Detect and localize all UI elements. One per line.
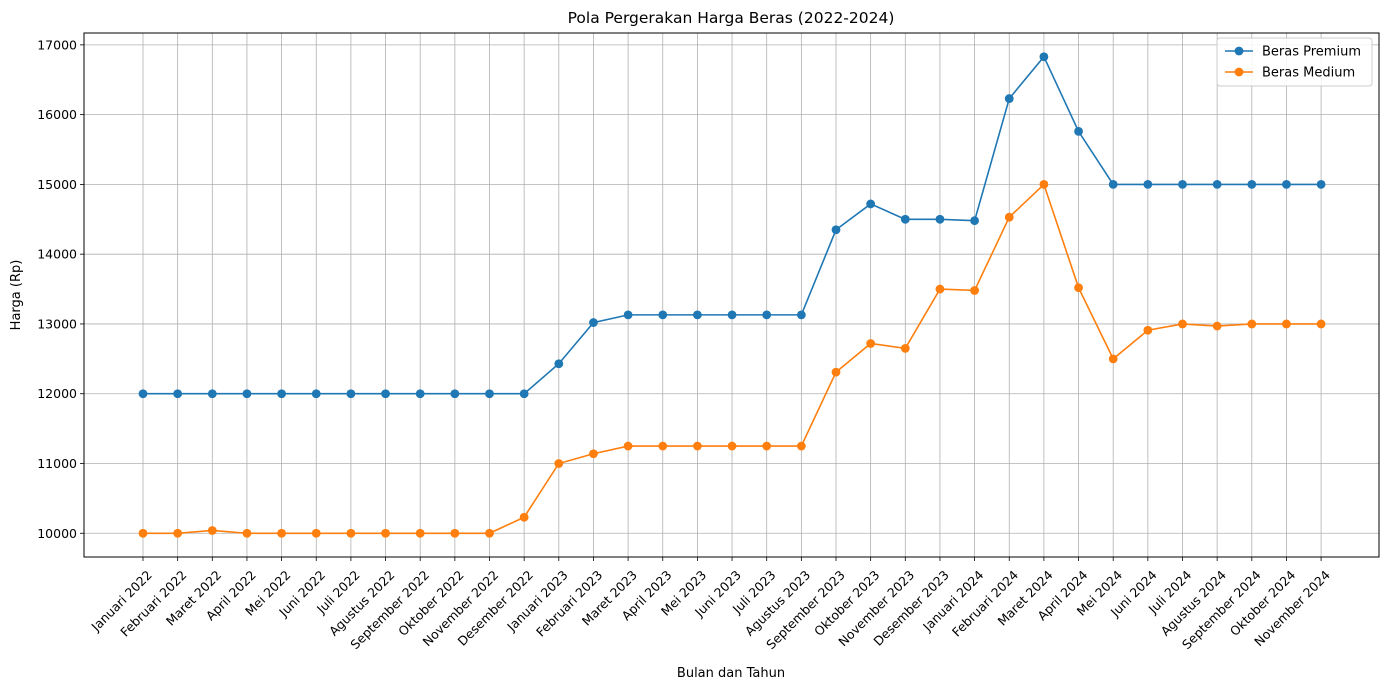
legend-marker-beras-premium bbox=[1234, 46, 1244, 56]
data-point-beras-medium bbox=[450, 528, 460, 538]
data-point-beras-premium bbox=[900, 214, 910, 224]
data-point-beras-medium bbox=[277, 528, 286, 538]
y-axis-label: Harga (Rp) bbox=[9, 260, 24, 331]
data-point-beras-premium bbox=[589, 318, 598, 327]
data-point-beras-medium bbox=[207, 526, 217, 535]
data-point-beras-premium bbox=[450, 389, 460, 399]
legend-marker-beras-medium bbox=[1234, 67, 1244, 77]
data-point-beras-premium bbox=[242, 389, 252, 399]
x-axis-label: Bulan dan Tahun bbox=[677, 666, 785, 681]
data-point-beras-premium bbox=[1039, 52, 1049, 62]
legend-box bbox=[1216, 37, 1373, 87]
y-tick-label: 14000 bbox=[37, 247, 77, 262]
data-point-beras-premium bbox=[658, 310, 668, 320]
data-point-beras-medium bbox=[693, 441, 702, 451]
data-point-beras-medium bbox=[900, 343, 910, 353]
data-point-beras-medium bbox=[727, 441, 737, 451]
data-point-beras-medium bbox=[138, 528, 148, 538]
data-point-beras-medium bbox=[796, 441, 806, 451]
data-point-beras-premium bbox=[1074, 126, 1083, 136]
data-point-beras-premium bbox=[831, 225, 841, 235]
data-point-beras-medium bbox=[311, 528, 321, 538]
data-point-beras-premium bbox=[1004, 94, 1014, 103]
y-tick-label: 11000 bbox=[37, 456, 77, 471]
data-point-beras-medium bbox=[242, 528, 252, 538]
data-point-beras-premium bbox=[381, 389, 390, 399]
data-point-beras-premium bbox=[311, 389, 321, 399]
y-tick-label: 16000 bbox=[37, 107, 77, 122]
data-point-beras-premium bbox=[1282, 180, 1291, 189]
data-point-beras-medium bbox=[623, 441, 633, 451]
data-point-beras-medium bbox=[1039, 180, 1049, 189]
y-tick-label: 15000 bbox=[37, 177, 77, 192]
plot-area-frame bbox=[83, 32, 1380, 558]
data-point-beras-medium bbox=[554, 459, 564, 468]
y-tick-label: 10000 bbox=[37, 526, 77, 541]
y-tick-label: 13000 bbox=[37, 316, 77, 331]
data-point-beras-premium bbox=[415, 389, 425, 399]
y-axis-ticks: 10000 11000 12000 13000 14000 15000 16000 17000 bbox=[37, 37, 84, 541]
data-point-beras-medium bbox=[1004, 212, 1014, 222]
data-point-beras-premium bbox=[173, 389, 183, 399]
data-point-beras-premium bbox=[1178, 180, 1187, 189]
data-point-beras-premium bbox=[554, 359, 564, 369]
data-point-beras-premium bbox=[1247, 180, 1257, 189]
data-point-beras-premium bbox=[1316, 180, 1326, 189]
data-point-beras-medium bbox=[346, 528, 356, 538]
data-point-beras-medium bbox=[415, 528, 425, 538]
legend-label-beras-medium: Beras Medium bbox=[1262, 66, 1355, 81]
data-point-beras-premium bbox=[1108, 180, 1118, 189]
data-point-beras-premium bbox=[519, 389, 529, 399]
data-point-beras-medium bbox=[1247, 319, 1257, 329]
data-point-beras-medium bbox=[485, 528, 494, 538]
data-point-beras-medium bbox=[519, 512, 529, 522]
data-point-beras-medium bbox=[970, 286, 979, 295]
data-point-beras-premium bbox=[207, 389, 217, 399]
data-point-beras-premium bbox=[762, 310, 772, 320]
data-point-beras-premium bbox=[935, 214, 945, 224]
y-tick-label: 12000 bbox=[37, 386, 77, 401]
data-point-beras-medium bbox=[1212, 321, 1222, 331]
y-tick-label: 17000 bbox=[37, 37, 77, 52]
chart-title: Pola Pergerakan Harga Beras (2022-2024) bbox=[568, 9, 895, 27]
data-point-beras-medium bbox=[381, 528, 390, 538]
data-point-beras-premium bbox=[693, 310, 702, 320]
grid-lines bbox=[84, 33, 1379, 557]
data-point-beras-medium bbox=[1074, 283, 1083, 293]
data-point-beras-medium bbox=[658, 441, 668, 451]
data-point-beras-medium bbox=[1282, 319, 1291, 329]
data-point-beras-medium bbox=[1316, 319, 1326, 329]
data-point-beras-premium bbox=[623, 310, 633, 320]
data-point-beras-premium bbox=[1212, 180, 1222, 189]
series-layer bbox=[138, 52, 1326, 538]
data-point-beras-medium bbox=[1108, 354, 1118, 364]
data-point-beras-premium bbox=[727, 310, 737, 320]
legend-label-beras-premium: Beras Premium bbox=[1262, 45, 1361, 60]
data-point-beras-medium bbox=[1143, 325, 1153, 335]
data-point-beras-medium bbox=[589, 449, 598, 459]
data-point-beras-premium bbox=[277, 389, 286, 399]
data-point-beras-medium bbox=[831, 367, 841, 377]
data-point-beras-medium bbox=[173, 528, 183, 538]
data-point-beras-medium bbox=[935, 284, 945, 294]
data-point-beras-premium bbox=[1143, 180, 1153, 189]
data-point-beras-medium bbox=[762, 441, 772, 451]
data-point-beras-premium bbox=[796, 310, 806, 320]
data-point-beras-premium bbox=[485, 389, 494, 399]
legend: Beras Premium Beras Medium bbox=[1216, 37, 1373, 87]
data-point-beras-premium bbox=[866, 199, 876, 209]
data-point-beras-premium bbox=[970, 216, 979, 226]
data-point-beras-medium bbox=[1178, 319, 1187, 329]
data-point-beras-premium bbox=[346, 389, 356, 399]
data-point-beras-premium bbox=[138, 389, 148, 399]
data-point-beras-medium bbox=[866, 339, 876, 348]
